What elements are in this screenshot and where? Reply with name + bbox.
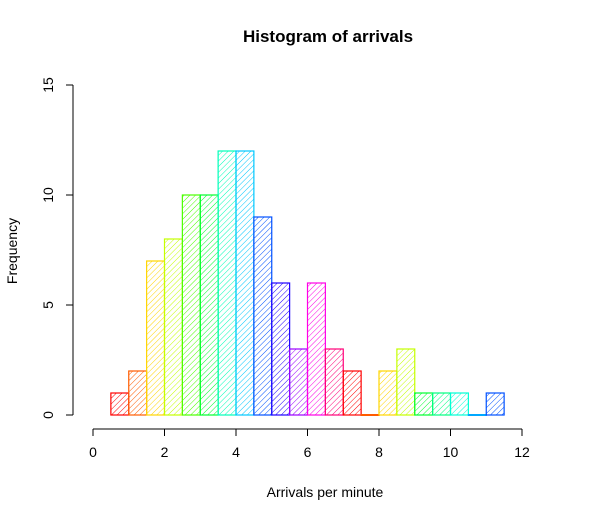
histogram-bar <box>306 282 326 416</box>
x-axis-label: Arrivals per minute <box>267 484 384 500</box>
histogram-bar <box>467 414 487 417</box>
x-tick-label: 6 <box>304 444 312 460</box>
histogram-bar <box>253 216 273 416</box>
chart-title: Histogram of arrivals <box>243 27 413 46</box>
y-tick-label: 15 <box>40 77 56 93</box>
y-tick-label: 5 <box>40 301 56 309</box>
y-axis: 0 5 10 15 <box>40 77 74 419</box>
y-axis-label: Frequency <box>4 218 20 284</box>
histogram-bar <box>396 348 416 416</box>
x-tick-label: 2 <box>161 444 169 460</box>
histogram-bar <box>360 414 380 417</box>
histogram-bar <box>110 392 130 416</box>
histogram-bar <box>163 238 183 416</box>
histogram-bar <box>181 194 201 416</box>
bars-layer <box>110 150 505 417</box>
histogram-bar <box>128 370 148 416</box>
histogram-bar <box>271 282 291 416</box>
x-tick-label: 12 <box>514 444 530 460</box>
x-tick-label: 10 <box>443 444 459 460</box>
histogram-bar <box>235 150 255 416</box>
histogram-bar <box>449 392 469 416</box>
y-tick-label: 0 <box>40 411 56 419</box>
histogram-bar <box>432 392 452 416</box>
histogram-bar <box>485 392 505 416</box>
histogram-bar <box>289 348 309 416</box>
histogram-bar <box>324 348 344 416</box>
histogram-bar <box>146 260 166 416</box>
histogram-bar <box>378 370 398 416</box>
y-tick-label: 10 <box>40 187 56 203</box>
histogram-bar <box>414 392 434 416</box>
x-tick-label: 4 <box>232 444 240 460</box>
histogram-bar <box>342 370 362 416</box>
x-tick-label: 0 <box>89 444 97 460</box>
histogram-bar <box>217 150 237 416</box>
x-tick-label: 8 <box>375 444 383 460</box>
x-axis: 0 2 4 6 8 10 12 <box>89 428 530 460</box>
histogram-bar <box>199 194 219 416</box>
